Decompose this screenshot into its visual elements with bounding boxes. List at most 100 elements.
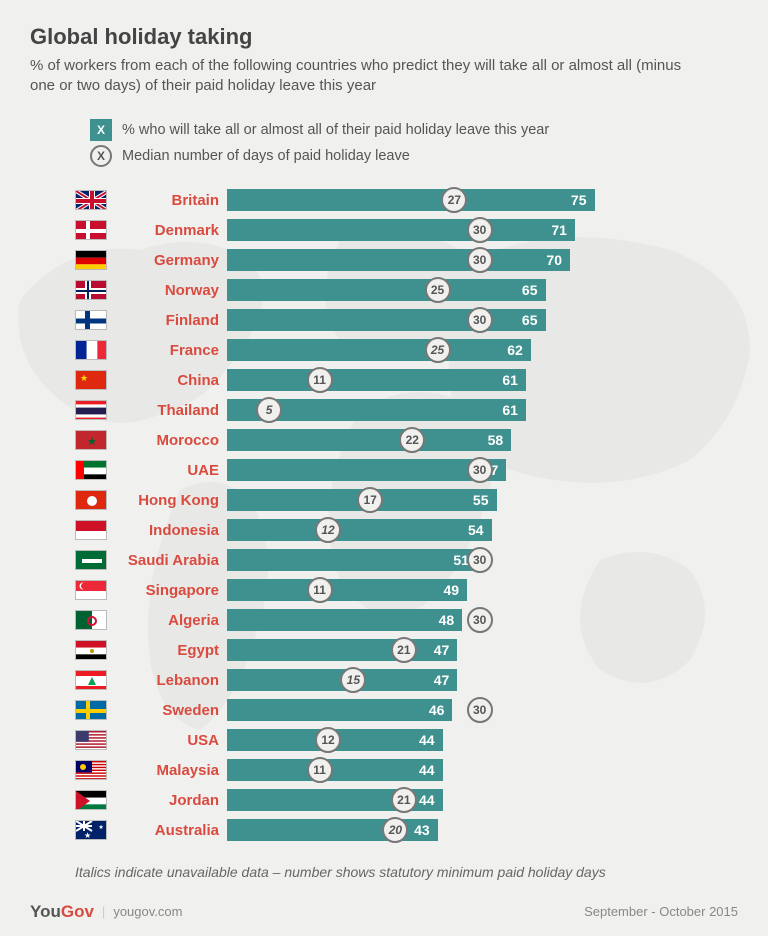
median-badge: 30: [467, 457, 493, 483]
median-badge: 30: [467, 307, 493, 333]
chart-row: Finland6530: [75, 307, 738, 334]
chart-row: Egypt4721: [75, 637, 738, 664]
country-label: UAE: [107, 462, 227, 479]
bar: 61: [227, 369, 526, 391]
median-badge: 27: [441, 187, 467, 213]
bar: 48: [227, 609, 462, 631]
svg-text:★: ★: [84, 831, 91, 839]
legend-median-text: Median number of days of paid holiday le…: [122, 148, 410, 164]
median-badge: 5: [256, 397, 282, 423]
median-badge: 21: [391, 637, 417, 663]
bar: 58: [227, 429, 511, 451]
country-label: Sweden: [107, 702, 227, 719]
bar-area: 615: [227, 399, 738, 421]
bar: 62: [227, 339, 531, 361]
svg-text:★: ★: [98, 824, 103, 831]
bar-area: 5517: [227, 489, 738, 511]
country-label: Hong Kong: [107, 492, 227, 509]
country-label: Indonesia: [107, 522, 227, 539]
bar-area: 4830: [227, 609, 738, 631]
flag-icon: [75, 610, 107, 630]
chart-row: Malaysia4411: [75, 757, 738, 784]
bar-area: 6225: [227, 339, 738, 361]
median-badge: 11: [307, 757, 333, 783]
footer-left: YouGov | yougov.com: [30, 902, 182, 922]
median-badge: 15: [340, 667, 366, 693]
country-label: Egypt: [107, 642, 227, 659]
flag-icon: [75, 760, 107, 780]
country-label: Malaysia: [107, 762, 227, 779]
chart-row: Thailand615: [75, 397, 738, 424]
bar-chart: Britain7527Denmark7130Germany7030Norway6…: [30, 187, 738, 844]
footnote: Italics indicate unavailable data – numb…: [30, 864, 738, 880]
chart-row: Lebanon4715: [75, 667, 738, 694]
legend-row-median: X Median number of days of paid holiday …: [90, 145, 738, 167]
chart-row: ★Morocco5822: [75, 427, 738, 454]
flag-icon: [75, 490, 107, 510]
country-label: Denmark: [107, 222, 227, 239]
flag-icon: ★★: [75, 820, 107, 840]
bar: 65: [227, 309, 546, 331]
bar: 51: [227, 549, 477, 571]
country-label: Singapore: [107, 582, 227, 599]
country-label: Jordan: [107, 792, 227, 809]
bar: 75: [227, 189, 595, 211]
country-label: Algeria: [107, 612, 227, 629]
infographic-container: Global holiday taking % of workers from …: [0, 0, 768, 936]
flag-icon: [75, 340, 107, 360]
flag-icon: [75, 280, 107, 300]
flag-icon: [75, 730, 107, 750]
country-label: Lebanon: [107, 672, 227, 689]
country-label: France: [107, 342, 227, 359]
bar-area: 7527: [227, 189, 738, 211]
bar-area: 5130: [227, 549, 738, 571]
page-title: Global holiday taking: [30, 24, 738, 50]
bar: 71: [227, 219, 575, 241]
chart-row: Sweden4630: [75, 697, 738, 724]
legend-bar-text: % who will take all or almost all of the…: [122, 122, 549, 138]
bar-area: 5412: [227, 519, 738, 541]
bar-area: 4412: [227, 729, 738, 751]
chart-row: Norway6525: [75, 277, 738, 304]
chart-row: ★China6111: [75, 367, 738, 394]
chart-row: France6225: [75, 337, 738, 364]
country-label: Britain: [107, 192, 227, 209]
flag-icon: [75, 310, 107, 330]
chart-row: Algeria4830: [75, 607, 738, 634]
median-badge: 20: [382, 817, 408, 843]
median-badge: 30: [467, 547, 493, 573]
flag-icon: [75, 550, 107, 570]
median-badge: 30: [467, 217, 493, 243]
country-label: Saudi Arabia: [107, 552, 227, 569]
chart-row: Hong Kong5517: [75, 487, 738, 514]
median-badge: 12: [315, 517, 341, 543]
page-subtitle: % of workers from each of the following …: [30, 56, 710, 97]
country-label: Finland: [107, 312, 227, 329]
bar: 54: [227, 519, 492, 541]
chart-row: Denmark7130: [75, 217, 738, 244]
flag-icon: [75, 520, 107, 540]
country-label: Thailand: [107, 402, 227, 419]
chart-row: ★★Australia4320: [75, 817, 738, 844]
bar-area: 4911: [227, 579, 738, 601]
country-label: Australia: [107, 822, 227, 839]
bar-area: 4320: [227, 819, 738, 841]
bar-area: 6525: [227, 279, 738, 301]
footer-divider: |: [102, 904, 105, 919]
flag-icon: [75, 580, 107, 600]
country-label: USA: [107, 732, 227, 749]
bar: 46: [227, 699, 452, 721]
bar: 65: [227, 279, 546, 301]
flag-icon: [75, 790, 107, 810]
chart-row: Germany7030: [75, 247, 738, 274]
bar-area: 6111: [227, 369, 738, 391]
footer-site: yougov.com: [113, 904, 182, 919]
flag-icon: [75, 190, 107, 210]
bar-area: 4411: [227, 759, 738, 781]
flag-icon: [75, 640, 107, 660]
median-badge: 12: [315, 727, 341, 753]
bar-area: 5822: [227, 429, 738, 451]
logo-you: You: [30, 902, 61, 921]
bar-area: 6530: [227, 309, 738, 331]
flag-icon: [75, 670, 107, 690]
